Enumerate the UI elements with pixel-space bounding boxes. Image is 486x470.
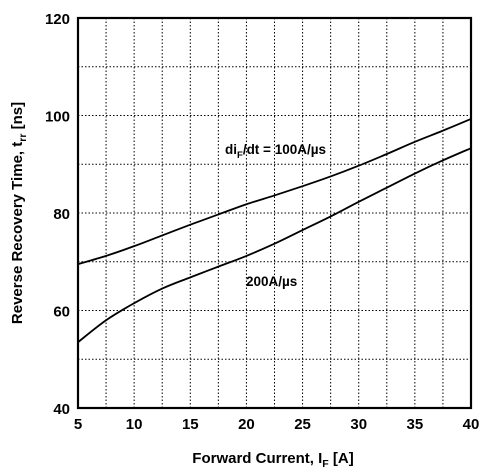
y-tick-label: 60: [53, 304, 70, 321]
y-tick-label: 40: [53, 401, 70, 418]
x-axis-label-unit: [A]: [329, 450, 354, 467]
x-tick-label: 20: [238, 416, 255, 433]
x-axis-label-main: Forward Current, I: [192, 450, 322, 467]
grid: [78, 18, 471, 408]
series-label-100: diF/dt = 100A/µs: [225, 142, 326, 161]
x-tick-label: 5: [74, 416, 82, 433]
y-tick-label: 120: [45, 11, 70, 28]
y-tick-label: 80: [53, 206, 70, 223]
series-line-1: [77, 118, 472, 266]
series-label-100-rest: /dt = 100A/µs: [243, 142, 326, 157]
x-axis-label-sub: F: [322, 458, 329, 470]
x-tick-label: 15: [182, 416, 199, 433]
series-label-100-main: di: [225, 142, 237, 157]
x-tick-label: 25: [294, 416, 311, 433]
series-line-2: [77, 147, 472, 343]
y-axis-label-unit: [ns]: [9, 102, 26, 134]
plot-frame: [76, 16, 473, 410]
x-tick-label: 10: [126, 416, 143, 433]
curves: [77, 118, 472, 343]
x-tick-label: 30: [350, 416, 367, 433]
x-tick-labels: 5 10 15 20 25 30 35 40: [74, 416, 480, 433]
y-axis-label-main: Reverse Recovery Time, t: [9, 142, 26, 324]
y-axis-label: Reverse Recovery Time, trr [ns]: [9, 102, 29, 324]
x-axis-label: Forward Current, IF [A]: [192, 450, 353, 470]
series-label-100-sub: F: [237, 150, 243, 161]
x-tick-label: 35: [407, 416, 424, 433]
y-axis-label-sub: rr: [17, 134, 29, 142]
y-tick-label: 100: [45, 109, 70, 126]
y-tick-labels: 40 60 80 100 120: [45, 11, 70, 418]
x-tick-label: 40: [463, 416, 480, 433]
series-label-200: 200A/µs: [246, 274, 297, 289]
